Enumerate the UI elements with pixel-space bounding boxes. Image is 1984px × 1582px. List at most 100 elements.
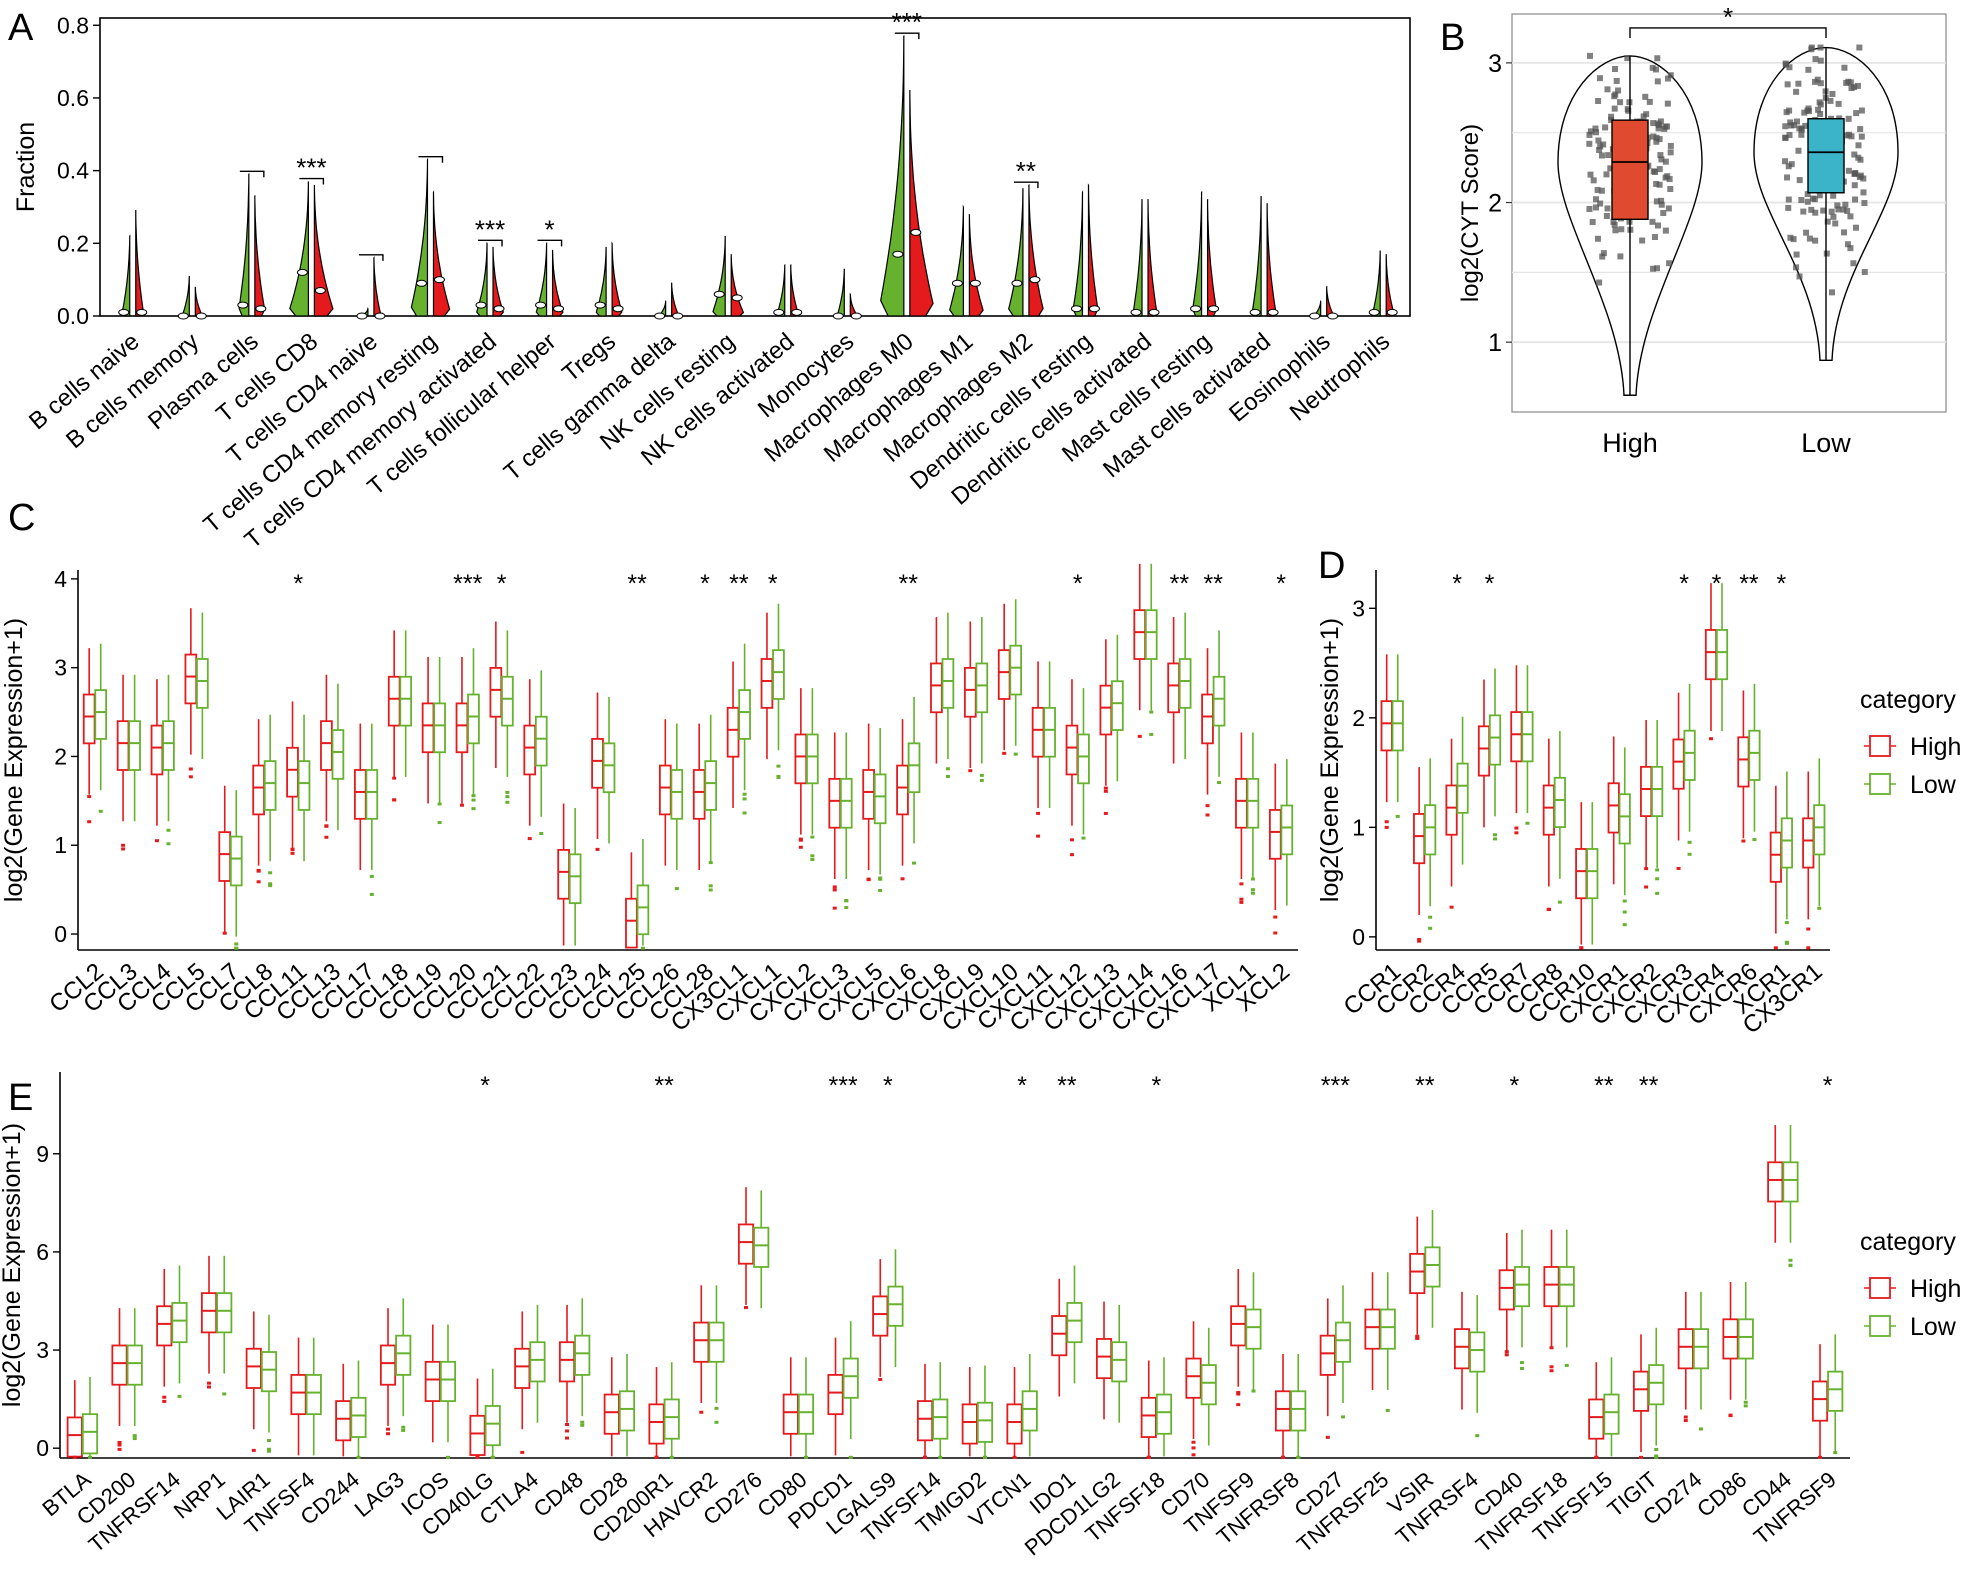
data-point	[1848, 133, 1855, 140]
box-low	[873, 773, 887, 825]
outlier	[1743, 1404, 1748, 1408]
outlier	[256, 880, 261, 884]
outlier	[87, 1455, 92, 1459]
outlier	[162, 1395, 167, 1399]
outlier	[1273, 915, 1278, 919]
outlier	[1428, 915, 1433, 919]
significance-marker: **	[1739, 570, 1759, 598]
outlier	[266, 1447, 271, 1451]
box-high	[557, 848, 570, 900]
box-low	[1111, 680, 1124, 731]
significance-bracket	[358, 254, 384, 261]
data-point	[1586, 52, 1593, 59]
significance-marker: *	[1679, 570, 1689, 598]
data-point	[1664, 75, 1671, 82]
significance-marker: ***	[1321, 1072, 1350, 1100]
significance-marker: **	[1639, 1072, 1659, 1100]
data-point	[1851, 151, 1858, 158]
outlier	[1296, 1455, 1301, 1459]
box-high	[335, 1400, 352, 1442]
x-tick-label: CD86	[1692, 1467, 1751, 1522]
box-low	[263, 760, 277, 811]
data-point	[1809, 195, 1816, 202]
data-point	[1646, 98, 1653, 105]
data-point	[1597, 200, 1604, 207]
panel-label: D	[1318, 545, 1345, 587]
data-point	[1852, 196, 1859, 203]
box-low	[941, 658, 955, 709]
outlier	[1149, 732, 1154, 736]
outlier	[1137, 734, 1142, 738]
box-low	[1807, 118, 1845, 194]
outlier	[1818, 1455, 1823, 1459]
data-point	[1587, 128, 1594, 135]
outlier	[471, 794, 476, 798]
data-point	[1854, 82, 1861, 89]
box-high	[862, 769, 875, 820]
outlier	[1687, 840, 1692, 844]
data-point	[1835, 206, 1842, 213]
outlier	[1655, 868, 1660, 872]
outlier	[742, 797, 747, 801]
violin-half	[182, 275, 190, 317]
outlier	[1449, 905, 1454, 909]
violin-half	[1072, 192, 1084, 317]
outlier	[708, 888, 713, 892]
legend-label: High	[1910, 733, 1961, 761]
outlier	[878, 1377, 883, 1381]
legend-key	[1869, 735, 1891, 757]
box-low	[708, 1321, 725, 1363]
data-point	[1666, 260, 1673, 267]
data-point	[1815, 106, 1822, 113]
outlier	[222, 1392, 227, 1396]
box-high	[658, 764, 672, 816]
box-low	[932, 1398, 949, 1440]
box-high	[1364, 1308, 1381, 1350]
data-point	[1603, 213, 1610, 220]
box-low	[1651, 765, 1664, 818]
violin-half	[254, 194, 266, 317]
box-low	[1521, 711, 1534, 763]
significance-bracket	[299, 177, 325, 185]
data-point	[1784, 174, 1791, 181]
box-high	[603, 1393, 620, 1435]
data-point	[1785, 204, 1792, 211]
box-low	[1290, 1390, 1307, 1432]
outlier	[121, 843, 126, 847]
data-point	[1657, 118, 1664, 125]
significance-bracket	[537, 239, 563, 247]
outlier	[1525, 821, 1530, 825]
box-high	[1588, 1398, 1605, 1440]
data-point	[1656, 166, 1663, 173]
outlier	[520, 1450, 525, 1454]
data-point	[1593, 129, 1600, 136]
outlier	[1752, 838, 1757, 842]
outlier	[1788, 1263, 1793, 1267]
box-high	[558, 1341, 576, 1383]
data-point	[1667, 72, 1674, 79]
data-point	[1800, 208, 1807, 215]
y-axis-label: log2(Gene Expression+1)	[1316, 618, 1344, 902]
median-marker	[713, 290, 725, 298]
data-point	[1642, 93, 1649, 100]
box-high	[1319, 1334, 1336, 1376]
significance-marker: *	[1073, 570, 1083, 598]
outlier	[256, 869, 261, 873]
box-high	[827, 1374, 844, 1416]
median-marker	[493, 305, 505, 313]
box-high	[150, 724, 164, 776]
legend-key	[1869, 773, 1891, 795]
significance-marker: ***	[829, 1072, 858, 1100]
data-point	[1654, 265, 1661, 272]
median-marker	[296, 268, 308, 276]
outlier	[654, 1455, 659, 1459]
legend-label: High	[1910, 1275, 1961, 1303]
data-point	[1841, 229, 1848, 236]
box-high	[1445, 784, 1458, 836]
significance-bracket	[1629, 27, 1827, 38]
data-point	[1782, 134, 1789, 141]
data-point	[1602, 124, 1609, 131]
y-tick-label: 2	[1352, 705, 1365, 731]
box-high	[66, 1416, 83, 1458]
outlier	[878, 888, 883, 892]
